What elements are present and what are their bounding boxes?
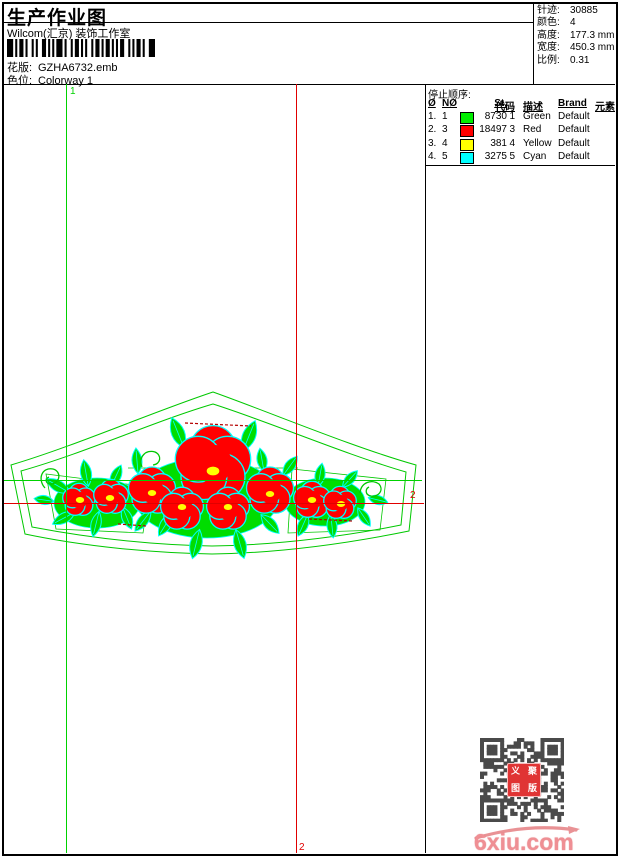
color-swatch — [460, 138, 474, 151]
barcode — [7, 39, 155, 57]
color-description: Yellow — [523, 137, 552, 149]
page-title: 生产作业图 — [7, 8, 108, 29]
color-swatch — [460, 112, 474, 124]
col-code: 代码 — [495, 102, 515, 113]
thread-code: 1 — [509, 111, 515, 122]
stitch-count: 18497 — [479, 124, 507, 136]
stat-row: 针迹: 30885 — [537, 5, 614, 17]
stat-row: 高度: 177.3 mm — [537, 30, 614, 42]
watermark-text: 6xiu.com — [474, 829, 574, 855]
stat-label: 宽度: — [537, 42, 560, 54]
stops-header-row: Ø NØ St. 代码 描述 Brand 元素 — [425, 98, 617, 113]
thread-code: 3 — [509, 124, 515, 136]
stop-index: 1. — [428, 111, 437, 122]
col-elem: 元素 — [595, 102, 615, 113]
color-swatch — [460, 152, 474, 165]
stop-index: 3. — [428, 137, 437, 149]
panel-divider — [425, 84, 426, 853]
needle-number: 4 — [442, 137, 448, 149]
pattern-value: GZHA6732.emb — [38, 62, 118, 74]
stops-table-bottom-rule — [425, 165, 615, 166]
stat-value: 4 — [570, 17, 576, 29]
needle-number: 1 — [442, 111, 448, 122]
stat-label: 针迹: — [537, 5, 560, 16]
guide-hline-2 — [4, 503, 424, 504]
col-desc: 描述 — [523, 102, 543, 113]
guide-vline-1 — [66, 84, 67, 853]
title-underline — [4, 22, 533, 23]
seal-character: 义 — [510, 766, 520, 776]
studio-subtitle: Wilcom(汇京) 装饰工作室 — [7, 28, 131, 40]
seal-character: 版 — [527, 783, 537, 793]
red-seal-stamp: 义聚图版 — [507, 763, 541, 797]
pattern-row: 花版: GZHA6732.emb — [7, 59, 117, 75]
needle-number: 3 — [442, 124, 448, 136]
stitch-count: 381 — [490, 137, 507, 149]
col-n: NØ — [442, 98, 457, 109]
stops-rows: 1. 1 8730 1 Green Default 2. 3 18497 3 Red Default 3… — [425, 111, 617, 165]
thread-code: 4 — [509, 137, 515, 149]
guide-vline-2 — [296, 84, 297, 853]
stop-row: 4. 5 3275 5 Cyan Default — [425, 151, 617, 165]
guide-label-1: 1 — [70, 86, 76, 97]
stop-row: 3. 4 381 4 Yellow Default — [425, 138, 617, 151]
thread-code: 5 — [509, 151, 515, 163]
thread-brand: Default — [558, 137, 590, 149]
stitch-count: 8730 — [484, 111, 507, 122]
guide-label-2-right: 2 — [410, 490, 416, 501]
thread-brand: Default — [558, 124, 590, 136]
color-description: Green — [523, 111, 551, 122]
col-hash: Ø — [428, 98, 436, 109]
thread-brand: Default — [558, 151, 590, 163]
stat-label: 比例: — [537, 54, 560, 66]
guide-label-2-bottom: 2 — [299, 842, 305, 853]
needle-number: 5 — [442, 151, 448, 163]
stat-row: 宽度: 450.3 mm — [537, 42, 614, 54]
thread-brand: Default — [558, 111, 590, 122]
stat-value: 30885 — [570, 5, 598, 16]
stitch-count: 3275 — [484, 151, 507, 163]
guide-hline-1 — [4, 480, 422, 481]
stop-row: 1. 1 8730 1 Green Default — [425, 111, 617, 124]
stop-row: 2. 3 18497 3 Red Default — [425, 124, 617, 138]
stat-row: 颜色: 4 — [537, 17, 614, 29]
pattern-label: 花版: — [7, 62, 33, 74]
seal-character: 图 — [510, 783, 520, 793]
stat-value: 450.3 mm — [570, 42, 615, 54]
design-stats: 针迹: 30885 颜色: 4 高度: 177.3 mm 宽度: 450.3 mm 比例: 0.3… — [537, 5, 614, 67]
color-description: Cyan — [523, 151, 547, 163]
header-bottom-rule — [4, 84, 615, 85]
seal-character: 聚 — [527, 766, 537, 776]
stat-label: 颜色: — [537, 17, 560, 29]
stat-row: 比例: 0.31 — [537, 55, 614, 67]
colorway-row: 色位: Colorway 1 — [7, 72, 93, 88]
color-swatch — [460, 125, 474, 138]
stat-value: 0.31 — [570, 54, 590, 66]
stat-value: 177.3 mm — [570, 29, 615, 41]
header-divider — [533, 4, 534, 84]
watermark-swoosh-icon — [474, 826, 580, 840]
col-brand: Brand — [558, 98, 587, 109]
stops-title: 停止顺序: — [428, 90, 471, 101]
stop-index: 2. — [428, 124, 437, 136]
stat-label: 高度: — [537, 29, 560, 41]
stop-index: 4. — [428, 151, 437, 163]
color-description: Red — [523, 124, 542, 136]
colorway-label: 色位: — [7, 75, 33, 87]
watermark: 6xiu.com — [472, 820, 582, 858]
col-st: St. — [494, 98, 507, 109]
